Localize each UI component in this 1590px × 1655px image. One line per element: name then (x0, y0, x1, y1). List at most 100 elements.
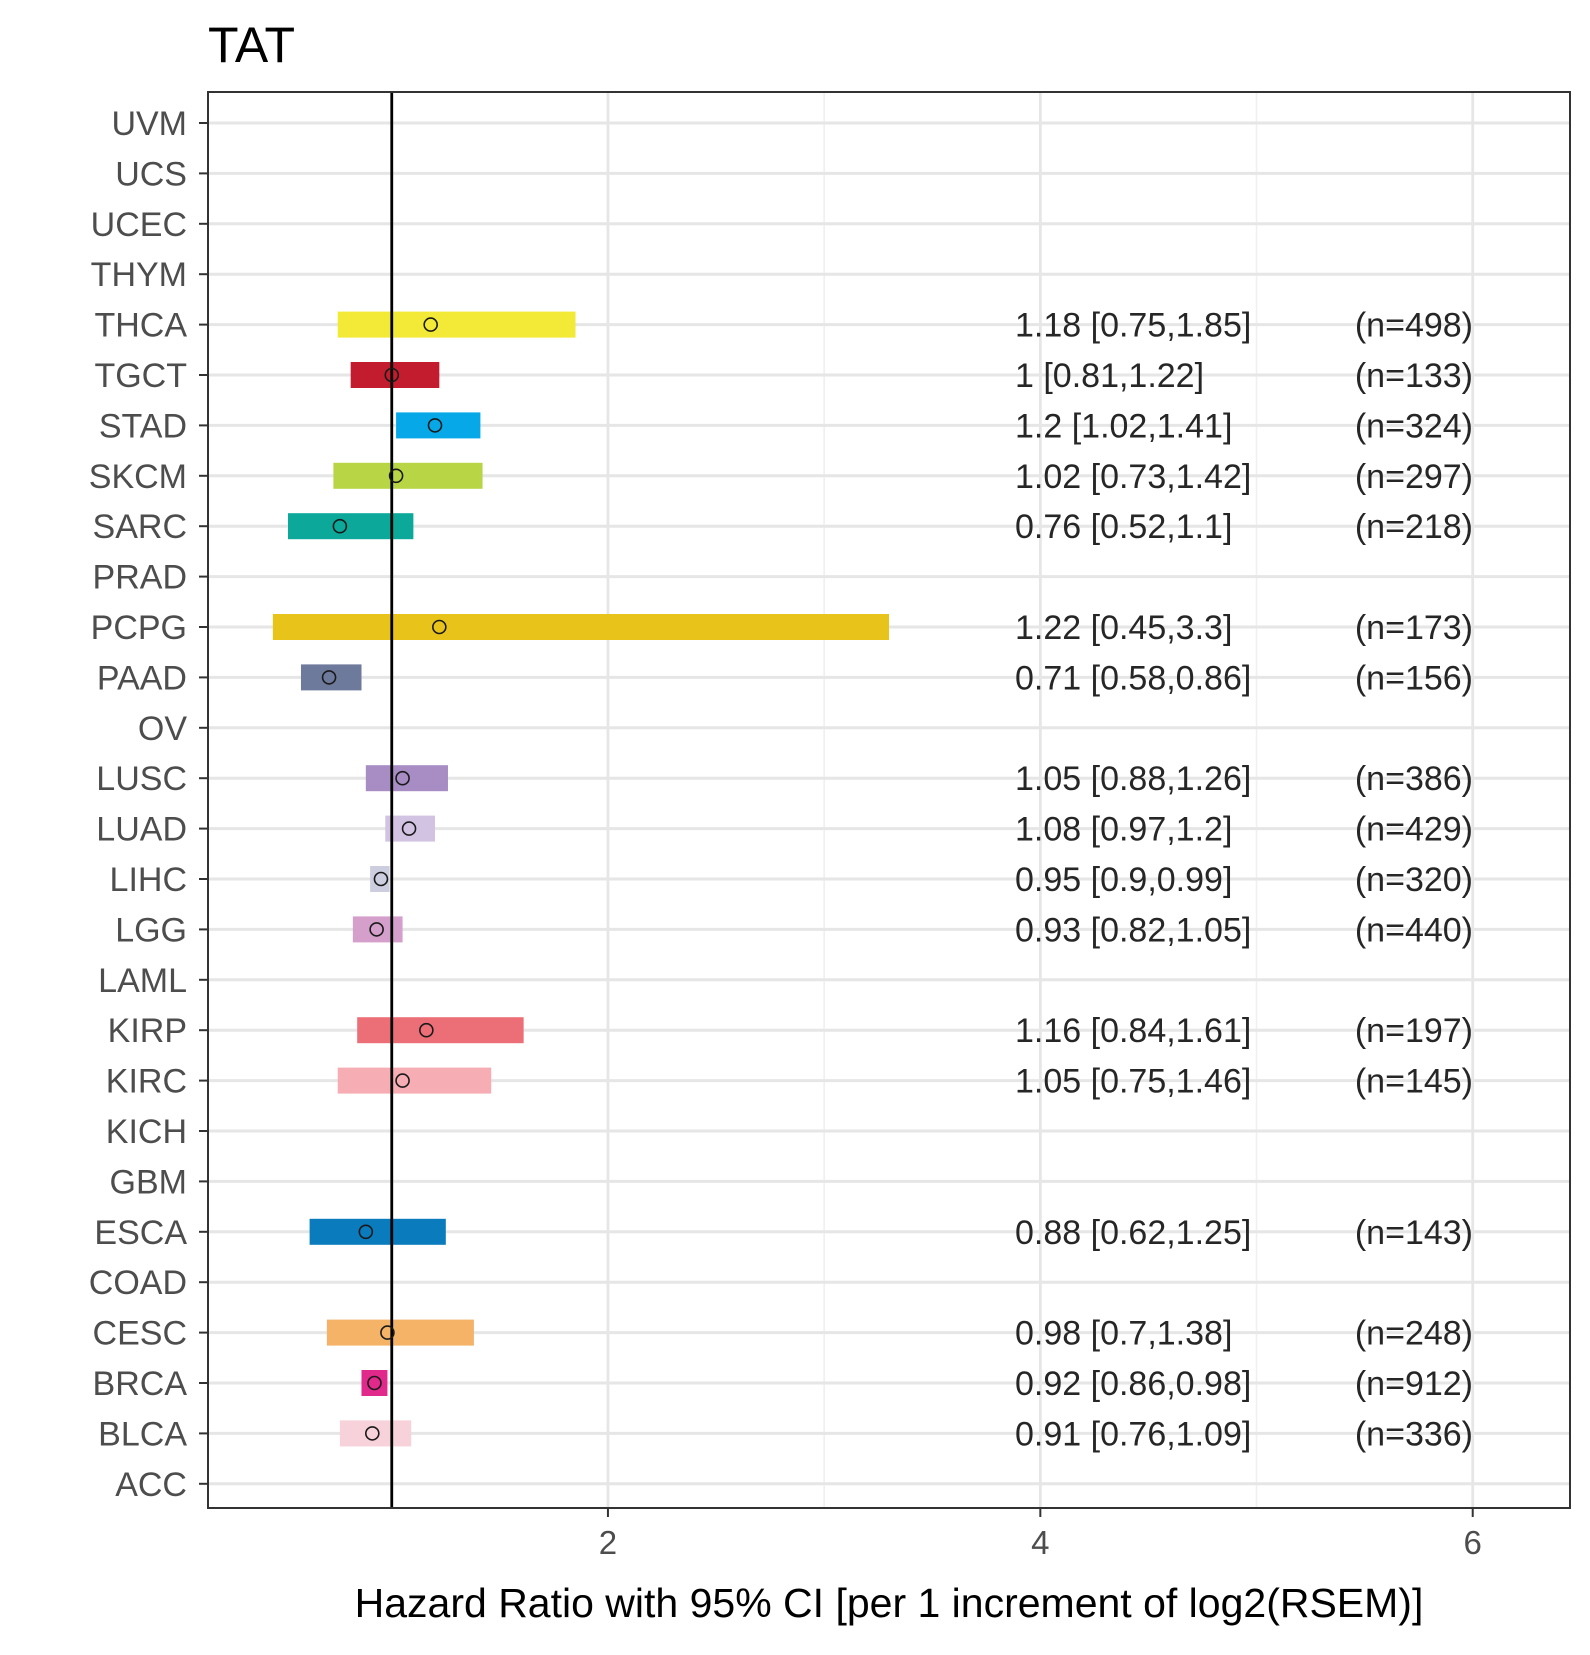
hr-point-pcpg (432, 619, 447, 635)
sample-size-label: (n=197) (1355, 1012, 1473, 1050)
ci-bar-sarc (287, 513, 414, 540)
hr-points (321, 317, 447, 1441)
sample-size-label: (n=248) (1355, 1315, 1473, 1353)
ci-bar-cesc (326, 1319, 474, 1346)
hr-ci-label: 1.22 [0.45,3.3] (1015, 609, 1232, 647)
y-tick-label: THCA (94, 307, 187, 345)
y-tick-label: LUAD (96, 811, 187, 849)
hr-point-esca (358, 1224, 374, 1240)
hr-ci-label: 0.71 [0.58,0.86] (1015, 659, 1251, 697)
chart-title: TAT (208, 17, 295, 73)
hr-point-cesc (380, 1325, 395, 1340)
sample-size-label: (n=912) (1355, 1365, 1473, 1403)
ci-bar-brca (361, 1370, 388, 1396)
x-tick-label: 6 (1464, 1524, 1482, 1561)
ci-bar-tgct (350, 362, 440, 388)
y-tick-label: PAAD (97, 659, 187, 697)
hr-ci-label: 0.76 [0.52,1.1] (1015, 508, 1232, 546)
y-tick-label: KICH (106, 1113, 187, 1151)
y-tick-label: PRAD (93, 559, 187, 597)
hr-point-paad (321, 670, 337, 685)
ci-bar-kirp (357, 1017, 524, 1044)
y-tick-label: THYM (91, 256, 187, 294)
x-axis: 2 4 6 (599, 1508, 1482, 1561)
ci-bar-lusc (365, 765, 448, 792)
y-tick-label: KIRC (106, 1063, 187, 1101)
hr-ci-label: 1.08 [0.97,1.2] (1015, 811, 1232, 849)
hr-ci-label: 1.18 [0.75,1.85] (1015, 307, 1251, 345)
hr-point-luad (401, 821, 417, 836)
panel-border (207, 91, 1571, 1509)
hr-point-lihc (373, 871, 389, 887)
hr-ci-label: 0.91 [0.76,1.09] (1015, 1415, 1251, 1453)
ci-bar-luad (385, 815, 435, 842)
y-tick-label: LGG (115, 911, 187, 949)
hr-point-kirp (419, 1022, 434, 1038)
x-tick-label: 4 (1031, 1524, 1049, 1561)
ci-bars (272, 311, 889, 1447)
x-tick-label: 2 (599, 1524, 617, 1561)
y-tick-label: BLCA (98, 1415, 187, 1453)
y-tick-label: STAD (99, 407, 187, 445)
hr-ci-label: 0.93 [0.82,1.05] (1015, 911, 1251, 949)
ci-bar-skcm (333, 462, 483, 489)
y-tick-label: OV (138, 710, 187, 748)
hr-point-skcm (388, 468, 404, 484)
y-tick-label: PCPG (91, 609, 187, 647)
y-tick-label: CESC (93, 1315, 187, 1353)
sample-size-label: (n=440) (1355, 911, 1473, 949)
hr-ci-label: 0.92 [0.86,0.98] (1015, 1365, 1251, 1403)
y-tick-label: COAD (89, 1264, 187, 1302)
hr-ci-label: 0.88 [0.62,1.25] (1015, 1214, 1251, 1252)
hr-ci-label: 1.16 [0.84,1.61] (1015, 1012, 1251, 1050)
hr-ci-label: 0.95 [0.9,0.99] (1015, 861, 1232, 899)
grid-layer (208, 92, 1570, 1508)
hr-ci-label: 1.02 [0.73,1.42] (1015, 458, 1251, 496)
ci-bar-paad (300, 664, 362, 691)
ci-bar-lihc (370, 866, 390, 892)
y-tick-label: UVM (111, 105, 187, 143)
hr-point-thca (423, 317, 438, 332)
ci-bar-pcpg (272, 614, 889, 640)
sample-size-label: (n=143) (1355, 1214, 1473, 1252)
y-tick-label: UCEC (91, 206, 187, 244)
hr-point-blca (365, 1426, 380, 1441)
y-tick-label: SKCM (89, 458, 187, 496)
y-tick-label: TGCT (94, 357, 187, 395)
y-tick-label: UCS (115, 155, 187, 193)
sample-size-label: (n=386) (1355, 760, 1473, 798)
sample-size-label: (n=320) (1355, 861, 1473, 899)
ci-bar-esca (309, 1218, 446, 1245)
hr-ci-label: 1.05 [0.75,1.46] (1015, 1063, 1251, 1101)
y-tick-label: SARC (93, 508, 187, 546)
sample-size-label: (n=336) (1355, 1415, 1473, 1453)
annotations: 1.18 [0.75,1.85] (n=498) 1 [0.81,1.22] (n=1… (1015, 307, 1473, 1454)
y-tick-label: LAML (98, 962, 187, 1000)
sample-size-label: (n=324) (1355, 407, 1473, 445)
hr-point-tgct (384, 367, 400, 383)
ci-bar-blca (339, 1420, 412, 1447)
y-tick-label: GBM (110, 1163, 187, 1201)
hr-point-kirc (395, 1073, 410, 1088)
y-axis: UVM UCS UCEC THYM THCA TGCT STAD SKCM SARC PRAD PC… (89, 105, 208, 1504)
ci-bar-thca (337, 311, 576, 338)
ci-bar-lgg (352, 916, 403, 943)
sample-size-label: (n=133) (1355, 357, 1473, 395)
hr-point-sarc (332, 518, 348, 534)
ci-bar-stad (396, 412, 481, 439)
hr-ci-label: 0.98 [0.7,1.38] (1015, 1315, 1232, 1353)
sample-size-label: (n=145) (1355, 1063, 1473, 1101)
y-tick-label: LIHC (110, 861, 187, 899)
sample-size-label: (n=297) (1355, 458, 1473, 496)
hr-point-lusc (395, 770, 410, 786)
sample-size-label: (n=498) (1355, 307, 1473, 345)
hr-point-brca (367, 1375, 382, 1391)
sample-size-label: (n=218) (1355, 508, 1473, 546)
ci-bar-kirc (337, 1067, 492, 1094)
x-axis-title: Hazard Ratio with 95% CI [per 1 incremen… (355, 1580, 1424, 1626)
y-tick-label: ESCA (94, 1214, 187, 1252)
hr-ci-label: 1 [0.81,1.22] (1015, 357, 1204, 395)
hr-ci-label: 1.05 [0.88,1.26] (1015, 760, 1251, 798)
